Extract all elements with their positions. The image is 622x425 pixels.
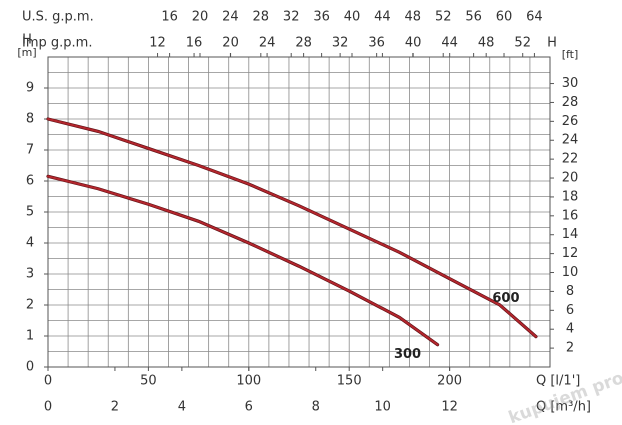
y2-tick-label: 12 — [562, 246, 579, 261]
top-imp-label: Imp g.p.m. — [22, 36, 92, 51]
tick-label: 56 — [465, 10, 482, 25]
tick-label: 64 — [526, 10, 543, 25]
y2-tick-label: 8 — [566, 284, 574, 299]
pump-curve — [47, 175, 439, 346]
y-tick-label: 7 — [26, 143, 34, 158]
y2-tick-label: 18 — [562, 189, 579, 204]
y-axis-title: H — [22, 33, 32, 48]
x-axis-title: Q [l/1'] — [536, 374, 580, 389]
y-tick-label: 5 — [26, 205, 34, 220]
tick-label: 40 — [344, 10, 361, 25]
tick-label: 24 — [222, 10, 239, 25]
tick-label: 20 — [222, 36, 239, 51]
tick-label: 6 — [245, 400, 253, 415]
tick-label: 28 — [253, 10, 270, 25]
y2-tick-label: 6 — [566, 303, 574, 318]
tick-label: 50 — [140, 374, 157, 389]
y2-tick-label: 10 — [562, 265, 579, 280]
tick-label: 32 — [283, 10, 300, 25]
y2-tick-label: 20 — [562, 171, 579, 186]
tick-label: 24 — [259, 36, 276, 51]
tick-label: 2 — [111, 400, 119, 415]
tick-label: 52 — [435, 10, 452, 25]
tick-label: 20 — [192, 10, 209, 25]
tick-label: 28 — [295, 36, 312, 51]
tick-label: 4 — [178, 400, 186, 415]
tick-label: 60 — [496, 10, 513, 25]
x2-axis-title: Q [m³/h] — [536, 400, 591, 415]
tick-label: 48 — [478, 36, 495, 51]
top-us-label: U.S. g.p.m. — [22, 10, 94, 25]
y-tick-label: 8 — [26, 112, 34, 127]
tick-label: 36 — [313, 10, 330, 25]
curve-label: 600 — [492, 291, 519, 306]
y2-tick-label: 26 — [562, 114, 579, 129]
tick-label: 48 — [405, 10, 422, 25]
tick-label: 12 — [149, 36, 166, 51]
y-tick-label: 0 — [26, 360, 34, 375]
y-tick-label: 4 — [26, 236, 34, 251]
y-tick-label: 6 — [26, 174, 34, 189]
tick-label: 8 — [312, 400, 320, 415]
tick-label: 44 — [374, 10, 391, 25]
y-tick-label: 1 — [26, 329, 34, 344]
tick-label: 100 — [236, 374, 261, 389]
tick-label: 16 — [161, 10, 178, 25]
tick-label: 52 — [514, 36, 531, 51]
tick-label: 0 — [44, 400, 52, 415]
tick-label: 32 — [332, 36, 349, 51]
y2-tick-label: 28 — [562, 95, 579, 110]
y-tick-label: 2 — [26, 298, 34, 313]
y2-tick-label: 2 — [566, 341, 574, 356]
y2-tick-label: 30 — [562, 76, 579, 91]
tick-label: 0 — [44, 374, 52, 389]
y-axis-unit: [m] — [17, 46, 36, 59]
tick-label: 10 — [374, 400, 391, 415]
y2-tick-label: 22 — [562, 152, 579, 167]
tick-label: 40 — [405, 36, 422, 51]
curve-label: 300 — [394, 347, 421, 362]
y-tick-label: 9 — [26, 81, 34, 96]
pump-curve-outline — [46, 174, 440, 347]
tick-label: 200 — [437, 374, 462, 389]
tick-label: 36 — [368, 36, 385, 51]
y2-tick-label: 14 — [562, 227, 579, 242]
pump-curve — [47, 118, 537, 338]
tick-label: 12 — [441, 400, 458, 415]
tick-label: 44 — [441, 36, 458, 51]
y2-axis-unit: [ft] — [562, 48, 579, 61]
y-tick-label: 3 — [26, 267, 34, 282]
tick-label: 150 — [337, 374, 362, 389]
y2-tick-label: 24 — [562, 133, 579, 148]
tick-label: 16 — [186, 36, 203, 51]
y2-tick-label: 16 — [562, 208, 579, 223]
y2-tick-label: 4 — [566, 322, 574, 337]
y2-axis-title: H — [547, 36, 557, 51]
